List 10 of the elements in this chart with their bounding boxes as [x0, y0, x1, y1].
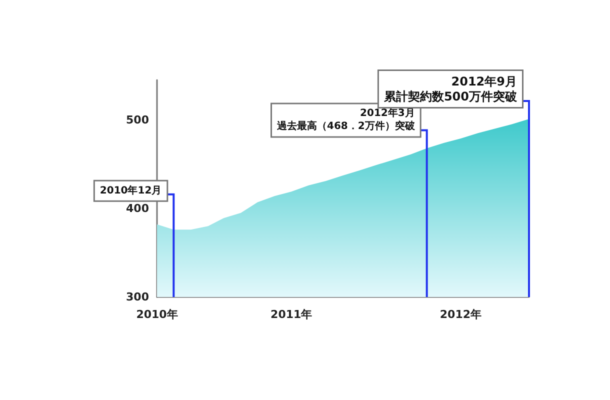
y-tick-label: 500 [126, 113, 150, 126]
ref-line-label: 2012年9月 [451, 74, 517, 88]
y-tick-label: 400 [126, 202, 150, 215]
annotation: 過去最高（468．2万件）突破 [276, 120, 416, 132]
x-tick-label: 2011年 [270, 308, 312, 321]
ref-line-label: 2010年12月 [100, 184, 162, 196]
x-tick-label: 2010年 [136, 308, 178, 321]
x-tick-label: 2012年 [440, 308, 482, 321]
y-tick-label: 300 [126, 290, 150, 304]
annotation: 累計契約数500万件突破 [382, 89, 518, 104]
